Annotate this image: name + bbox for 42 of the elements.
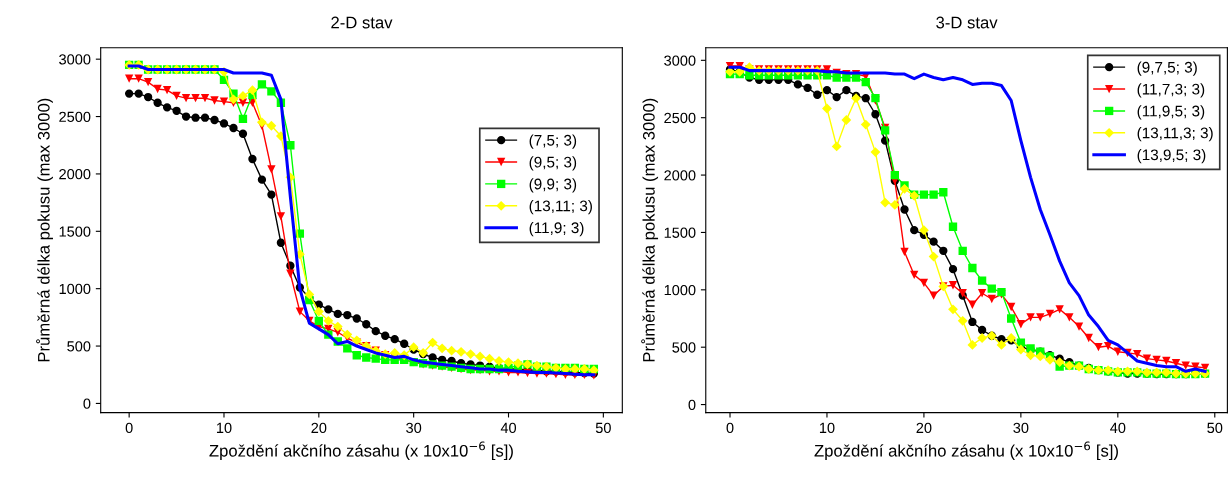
x-tick-label: 20 (916, 422, 932, 434)
y-tick-label: 1000 (59, 283, 91, 295)
legend-label: (9,9; 3) (529, 178, 577, 193)
y-tick-label: 3000 (59, 54, 91, 65)
y-tick-label: 2500 (664, 112, 696, 124)
legend-label: (7,5; 3) (529, 134, 577, 149)
legend-label: (11,9; 3) (529, 221, 584, 237)
y-tick-label: 500 (672, 342, 696, 353)
y-tick-label: 0 (688, 399, 696, 410)
x-tick-label: 50 (1207, 422, 1223, 434)
x-tick-label: 0 (125, 422, 133, 434)
y-tick-label: 2000 (59, 169, 91, 180)
x-tick-label: 50 (595, 422, 611, 434)
x-tick-label: 40 (1110, 422, 1126, 434)
y-tick-label: 500 (67, 341, 91, 352)
y-tick-label: 0 (83, 398, 91, 409)
legend-label: (13,11; 3) (529, 200, 592, 215)
legend-label: (11,7,3; 3) (1137, 83, 1205, 98)
y-tick-label: 2000 (664, 170, 696, 181)
x-tick-label: 30 (1013, 422, 1029, 434)
x-tick-label: 40 (500, 422, 517, 434)
chart-title: 3-D stav (936, 16, 998, 29)
legend-label: (13,11,3; 3) (1137, 127, 1213, 142)
legend-label: (11,9,5; 3) (1137, 105, 1205, 120)
y-tick-label: 1500 (59, 226, 91, 237)
x-tick-label: 10 (216, 422, 232, 434)
x-axis-title: Zpoždění akčního zásahu (x 10x10$^{−6}$ [s]) (209, 441, 513, 460)
y-tick-label: 2500 (59, 111, 91, 122)
y-axis-title: Průměrná délka pokusu (max 3000) (641, 98, 659, 362)
y-axis-title: Průměrná délka pokusu (max 3000) (36, 98, 53, 362)
x-axis-title: Zpoždění akčního zásahu (x 10x10$^{−6}$ [s]) (814, 441, 1118, 460)
legend-label: (13,9,5; 3) (1137, 148, 1206, 164)
x-tick-label: 20 (311, 422, 327, 434)
x-tick-label: 30 (406, 422, 422, 434)
y-tick-label: 3000 (664, 55, 696, 66)
legend-label: (9,5; 3) (529, 156, 577, 171)
y-tick-label: 1500 (664, 227, 696, 238)
x-tick-label: 10 (819, 422, 835, 434)
chart-title: 2-D stav (331, 16, 393, 29)
y-tick-label: 1000 (664, 284, 696, 296)
x-tick-label: 0 (726, 422, 734, 434)
legend-label: (9,7,5; 3) (1137, 61, 1197, 76)
